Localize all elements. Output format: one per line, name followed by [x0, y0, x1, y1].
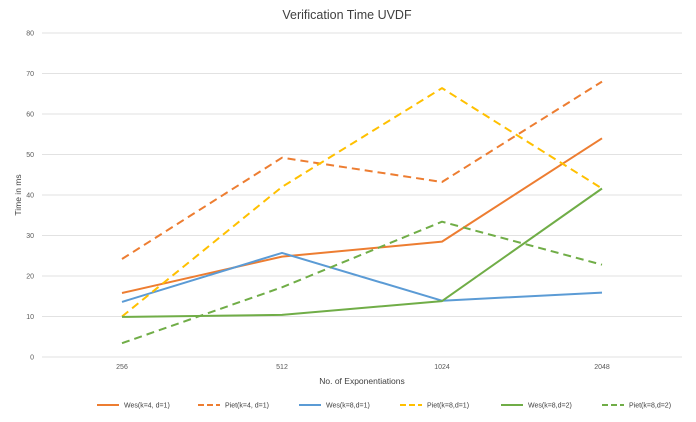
- legend-label: Piet(k=8,d=2): [629, 403, 671, 410]
- x-tick-labels: 256 512 1024 2048: [116, 364, 610, 371]
- series-line-4: [121, 87, 603, 318]
- y-tick-label: 60: [26, 112, 34, 119]
- y-tick-label: 10: [26, 314, 34, 321]
- series-line-6: [121, 220, 603, 345]
- series-line-2: [121, 80, 603, 260]
- series-line-3: [121, 251, 603, 303]
- x-axis-title: No. of Exponentiations: [319, 376, 405, 386]
- y-tick-label: 70: [26, 71, 34, 78]
- x-tick-label: 1024: [434, 364, 450, 371]
- series-lines: [121, 80, 603, 345]
- legend: Wes(k=4, d=1) Piet(k=4, d=1) Wes(k=8,d=1) P…: [97, 403, 671, 410]
- x-tick-label: 2048: [594, 364, 610, 371]
- series-line-1: [121, 137, 603, 294]
- legend-label: Wes(k=8,d=1): [326, 403, 370, 410]
- legend-label: Piet(k=4, d=1): [225, 403, 269, 410]
- y-tick-label: 50: [26, 152, 34, 159]
- x-tick-label: 256: [116, 364, 128, 371]
- x-tick-label: 512: [276, 364, 288, 371]
- y-tick-label: 40: [26, 193, 34, 200]
- legend-label: Wes(k=4, d=1): [124, 403, 170, 410]
- legend-label: Wes(k=8,d=2): [528, 403, 572, 410]
- legend-label: Piet(k=8,d=1): [427, 403, 469, 410]
- y-tick-labels: 0 10 20 30 40 50 60 70 80: [26, 31, 34, 362]
- y-tick-label: 30: [26, 233, 34, 240]
- y-tick-label: 20: [26, 274, 34, 281]
- y-tick-label: 80: [26, 31, 34, 38]
- y-tick-label: 0: [30, 355, 34, 362]
- series-line-5: [121, 187, 603, 318]
- y-axis-title: Time in ms: [13, 174, 23, 215]
- chart-title: Verification Time UVDF: [282, 8, 412, 22]
